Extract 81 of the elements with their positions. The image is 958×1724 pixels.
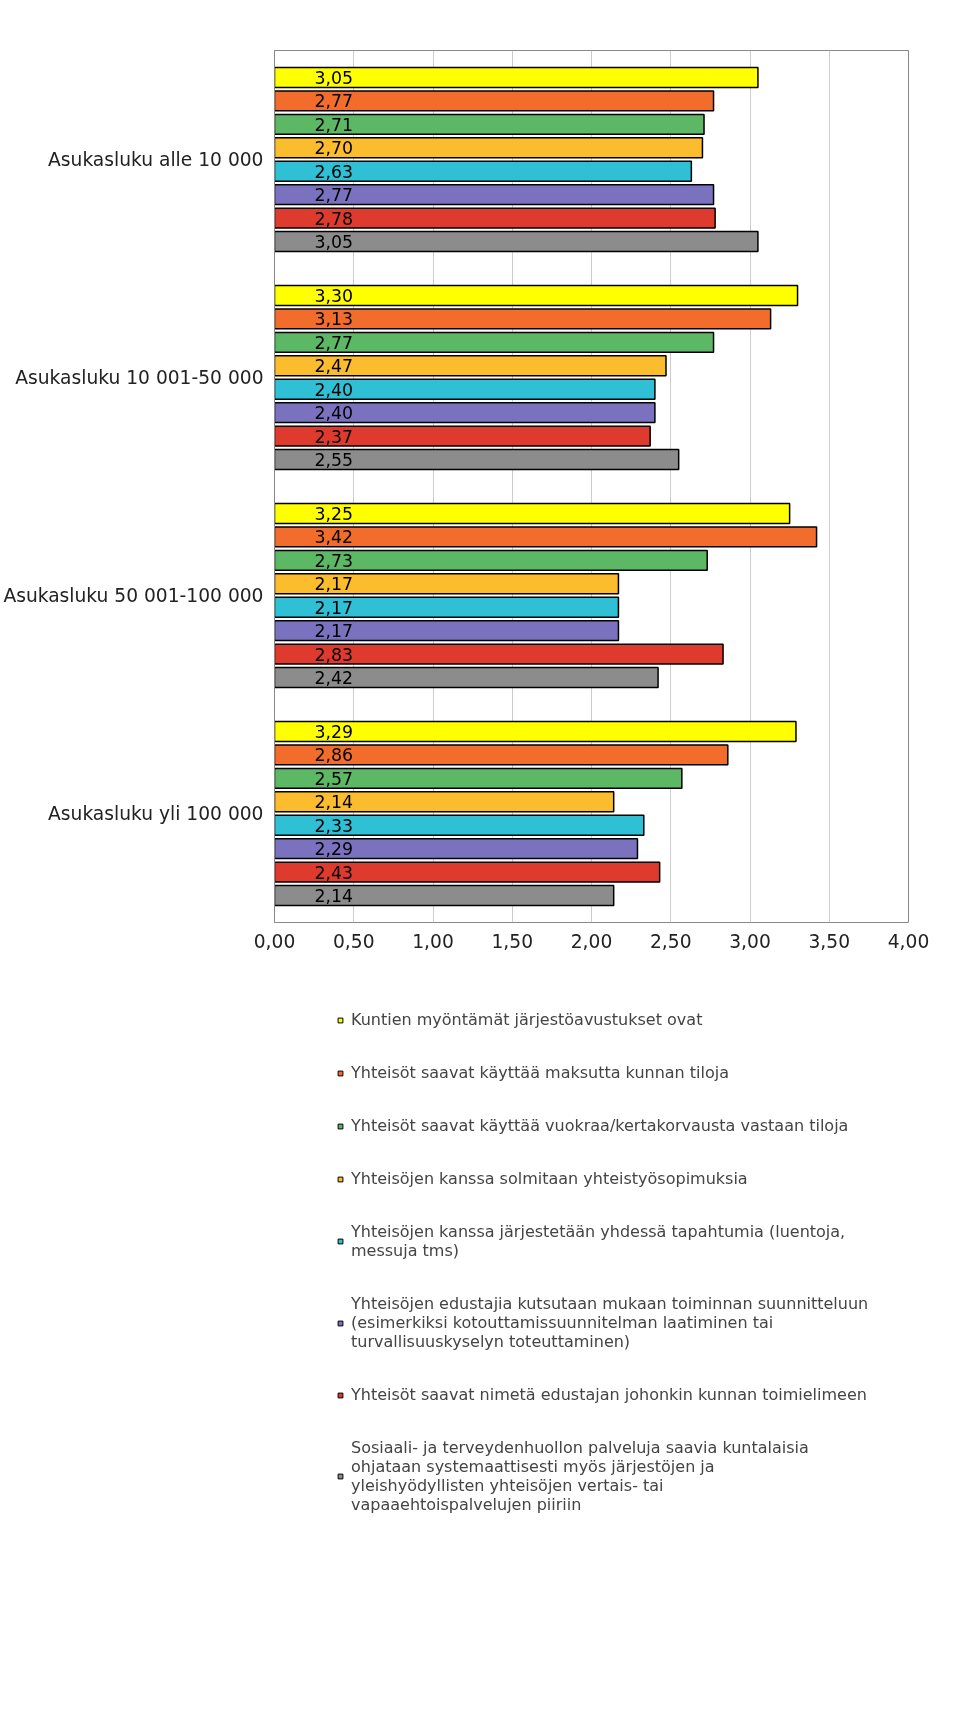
data-label: 3,30 [314,285,354,306]
bar [274,90,715,112]
data-label: 2,37 [314,426,354,447]
data-label: 2,17 [314,574,354,595]
x-tick-label: 1,50 [491,930,534,952]
bar [274,183,715,206]
legend-label: Yhteisöt saavat nimetä edustajan johonkin kunnan toimielimeen [351,1385,867,1404]
data-label: 2,83 [314,644,354,665]
bar [274,814,645,836]
bar [274,284,799,307]
bar [274,401,656,424]
data-label: 2,73 [314,550,354,571]
data-label: 2,63 [314,161,354,182]
data-label: 3,05 [314,67,354,88]
data-label: 2,14 [314,886,354,907]
data-label: 3,05 [314,232,354,253]
data-label: 2,29 [314,839,354,860]
bar [274,573,620,595]
data-label: 2,17 [314,621,354,642]
data-label: 3,42 [314,527,354,548]
legend-label: Yhteisöjen kanssa järjestetään yhdessä tapahtumia (luentoja, messuja tms) [351,1222,846,1260]
x-tick-label: 4,00 [887,930,930,952]
bar [274,767,683,790]
bar [274,502,791,525]
data-label: 2,77 [314,91,354,112]
bar [274,549,708,572]
x-tick-label: 0,00 [253,930,296,952]
data-label: 2,47 [314,356,354,377]
bar [274,526,818,548]
bar [274,308,772,330]
data-label: 2,17 [314,597,354,618]
y-tick-label: Asukasluku alle 10 000 [48,149,264,170]
bar [274,331,715,354]
data-label: 3,29 [314,721,354,742]
data-label: 2,86 [314,745,354,766]
data-label: 2,78 [314,208,354,229]
bar [274,378,656,400]
legend-label: Yhteisöjen kanssa solmitaan yhteistyösopimuksia [351,1169,748,1188]
data-label: 2,14 [314,792,354,813]
y-tick-label: Asukasluku 10 001-50 000 [15,367,264,388]
y-tick-label: Asukasluku 50 001-100 000 [3,585,264,606]
bar [274,720,797,743]
data-label: 2,40 [314,379,354,400]
bar [274,66,759,89]
x-tick-label: 3,00 [729,930,771,952]
x-tick-label: 2,00 [570,930,613,952]
data-label: 2,43 [314,862,354,883]
data-label: 2,55 [314,450,354,471]
bar [274,791,615,813]
bar [274,207,716,229]
data-label: 3,13 [314,309,354,330]
bar [274,425,651,447]
data-label: 3,25 [314,503,354,524]
data-label: 2,40 [314,403,354,424]
bar [274,160,693,182]
bar [274,861,661,883]
bar [274,744,729,766]
legend-label: Sosiaali- ja terveydenhuollon palveluja saavia kuntalaisia ohjataan systemaattisesti myös järjestöjen ja yleishyödyllisten yhteisöjen vertais- tai vapaaehtoispalvelujen piiriin [351,1438,809,1514]
bar [274,619,620,642]
data-label: 2,42 [314,668,354,689]
legend-label: Kuntien myöntämät järjestöavustukset ovat [351,1010,703,1029]
data-label: 2,77 [314,332,354,353]
legend-label: Yhteisöjen edustajia kutsutaan mukaan toiminnan suunnitteluun (esimerkiksi kotouttamissuunnitelman laatiminen tai turvallisuuskyselyn toteuttaminen) [351,1294,869,1351]
bar [274,643,724,665]
bar [274,355,667,377]
data-label: 2,70 [314,138,354,159]
x-tick-label: 0,50 [332,930,375,952]
x-tick-label: 1,00 [412,930,454,952]
bar [274,837,639,860]
bar [274,137,704,159]
bar [274,113,705,136]
data-label: 2,57 [314,768,354,789]
y-tick-label: Asukasluku yli 100 000 [48,803,264,824]
data-label: 2,77 [314,185,354,206]
data-label: 2,71 [314,114,354,135]
x-tick-label: 2,50 [649,930,692,952]
data-label: 2,33 [314,815,354,836]
legend-label: Yhteisöt saavat käyttää vuokraa/kertakorvausta vastaan tiloja [351,1116,849,1135]
bar [274,596,620,618]
legend-label: Yhteisöt saavat käyttää maksutta kunnan tiloja [351,1063,730,1082]
x-tick-label: 3,50 [808,930,851,952]
